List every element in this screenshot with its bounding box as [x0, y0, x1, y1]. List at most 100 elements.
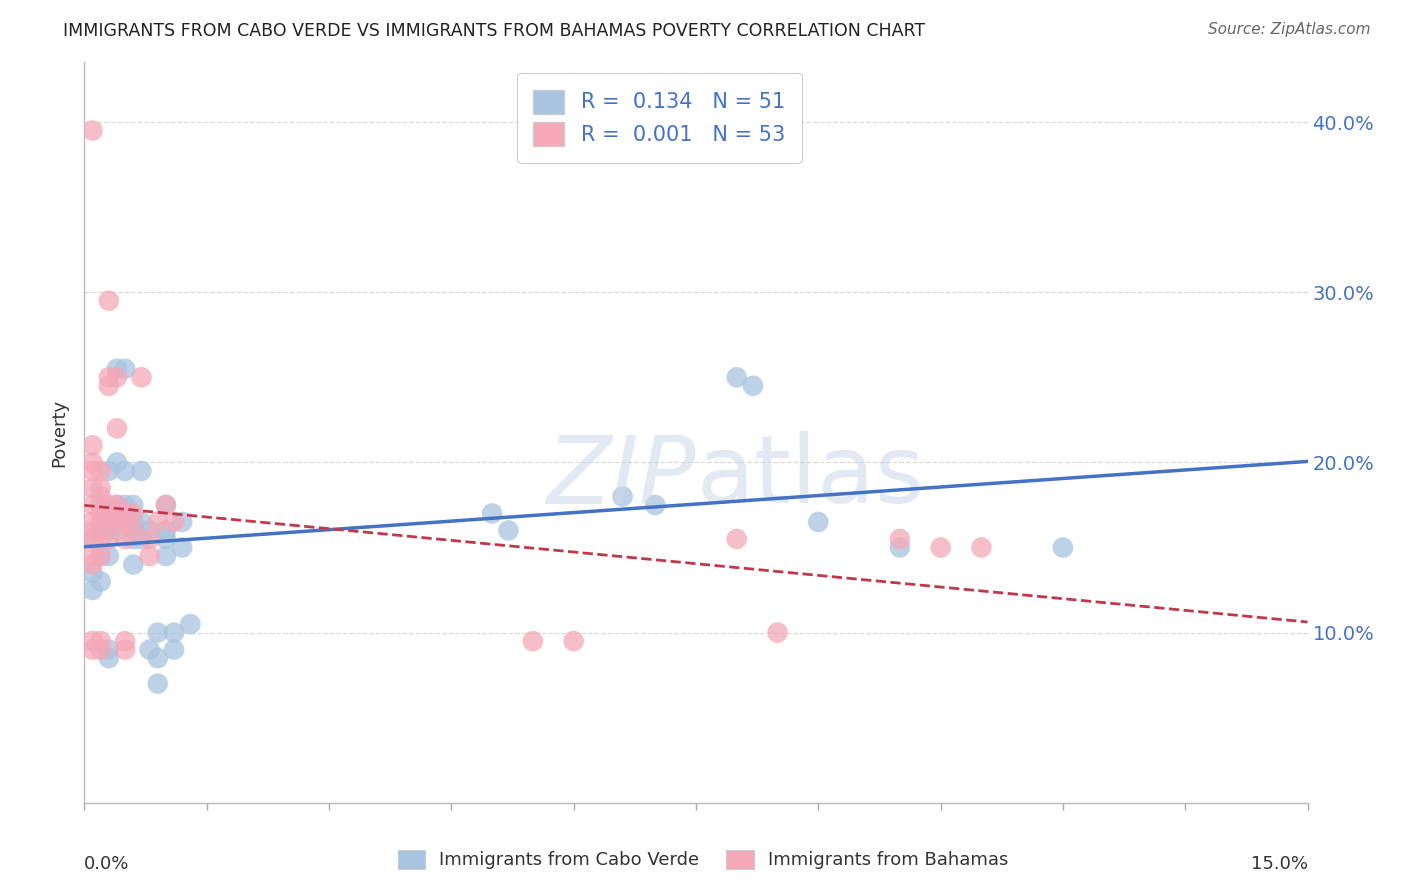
- Point: [105, 361, 128, 376]
- Point: [90, 532, 112, 546]
- Point: [82, 634, 104, 648]
- Point: [90, 507, 112, 521]
- Point: [807, 515, 830, 529]
- Point: [97, 524, 120, 538]
- Point: [105, 515, 128, 529]
- Point: [122, 507, 145, 521]
- Point: [122, 532, 145, 546]
- Point: [138, 549, 160, 563]
- Point: [82, 481, 104, 495]
- Point: [1052, 541, 1074, 555]
- Point: [82, 558, 104, 572]
- Point: [929, 541, 952, 555]
- Point: [172, 541, 194, 555]
- Point: [90, 549, 112, 563]
- Point: [114, 498, 136, 512]
- Point: [90, 498, 112, 512]
- Point: [114, 642, 136, 657]
- Point: [97, 370, 120, 384]
- Point: [114, 515, 136, 529]
- Point: [90, 481, 112, 495]
- Point: [155, 524, 177, 538]
- Point: [82, 123, 104, 137]
- Text: ZIP: ZIP: [547, 432, 696, 523]
- Point: [105, 421, 128, 435]
- Point: [90, 490, 112, 504]
- Point: [82, 524, 104, 538]
- Point: [90, 634, 112, 648]
- Point: [562, 634, 585, 648]
- Point: [82, 642, 104, 657]
- Point: [122, 558, 145, 572]
- Text: 0.0%: 0.0%: [84, 855, 129, 872]
- Text: IMMIGRANTS FROM CABO VERDE VS IMMIGRANTS FROM BAHAMAS POVERTY CORRELATION CHART: IMMIGRANTS FROM CABO VERDE VS IMMIGRANTS…: [63, 22, 925, 40]
- Point: [114, 532, 136, 546]
- Point: [725, 532, 748, 546]
- Point: [155, 532, 177, 546]
- Text: Source: ZipAtlas.com: Source: ZipAtlas.com: [1208, 22, 1371, 37]
- Point: [82, 455, 104, 469]
- Point: [725, 370, 748, 384]
- Point: [82, 438, 104, 452]
- Point: [155, 498, 177, 512]
- Point: [146, 515, 169, 529]
- Legend: R =  0.134   N = 51, R =  0.001   N = 53: R = 0.134 N = 51, R = 0.001 N = 53: [516, 73, 801, 162]
- Point: [82, 582, 104, 597]
- Point: [155, 498, 177, 512]
- Point: [105, 507, 128, 521]
- Point: [97, 532, 120, 546]
- Point: [114, 361, 136, 376]
- Point: [105, 455, 128, 469]
- Point: [131, 515, 153, 529]
- Y-axis label: Poverty: Poverty: [51, 399, 69, 467]
- Point: [766, 625, 789, 640]
- Point: [90, 464, 112, 478]
- Point: [82, 549, 104, 563]
- Point: [522, 634, 544, 648]
- Point: [122, 515, 145, 529]
- Point: [122, 498, 145, 512]
- Point: [82, 532, 104, 546]
- Point: [97, 379, 120, 393]
- Point: [97, 464, 120, 478]
- Point: [82, 464, 104, 478]
- Point: [742, 379, 765, 393]
- Point: [97, 293, 120, 308]
- Point: [138, 524, 160, 538]
- Point: [97, 549, 120, 563]
- Point: [105, 370, 128, 384]
- Point: [889, 532, 911, 546]
- Point: [97, 498, 120, 512]
- Point: [82, 515, 104, 529]
- Point: [138, 532, 160, 546]
- Text: atlas: atlas: [696, 431, 924, 523]
- Point: [155, 549, 177, 563]
- Point: [481, 507, 503, 521]
- Point: [90, 574, 112, 589]
- Point: [90, 515, 112, 529]
- Point: [97, 651, 120, 665]
- Point: [90, 549, 112, 563]
- Point: [138, 642, 160, 657]
- Point: [105, 498, 128, 512]
- Point: [97, 515, 120, 529]
- Point: [172, 515, 194, 529]
- Point: [163, 515, 186, 529]
- Point: [498, 524, 520, 538]
- Point: [612, 490, 634, 504]
- Point: [146, 625, 169, 640]
- Point: [97, 642, 120, 657]
- Point: [90, 524, 112, 538]
- Text: 15.0%: 15.0%: [1250, 855, 1308, 872]
- Point: [105, 498, 128, 512]
- Legend: Immigrants from Cabo Verde, Immigrants from Bahamas: Immigrants from Cabo Verde, Immigrants f…: [388, 841, 1018, 879]
- Point: [114, 515, 136, 529]
- Point: [82, 532, 104, 546]
- Point: [105, 524, 128, 538]
- Point: [146, 676, 169, 690]
- Point: [122, 524, 145, 538]
- Point: [644, 498, 666, 512]
- Point: [970, 541, 993, 555]
- Point: [82, 566, 104, 580]
- Point: [114, 634, 136, 648]
